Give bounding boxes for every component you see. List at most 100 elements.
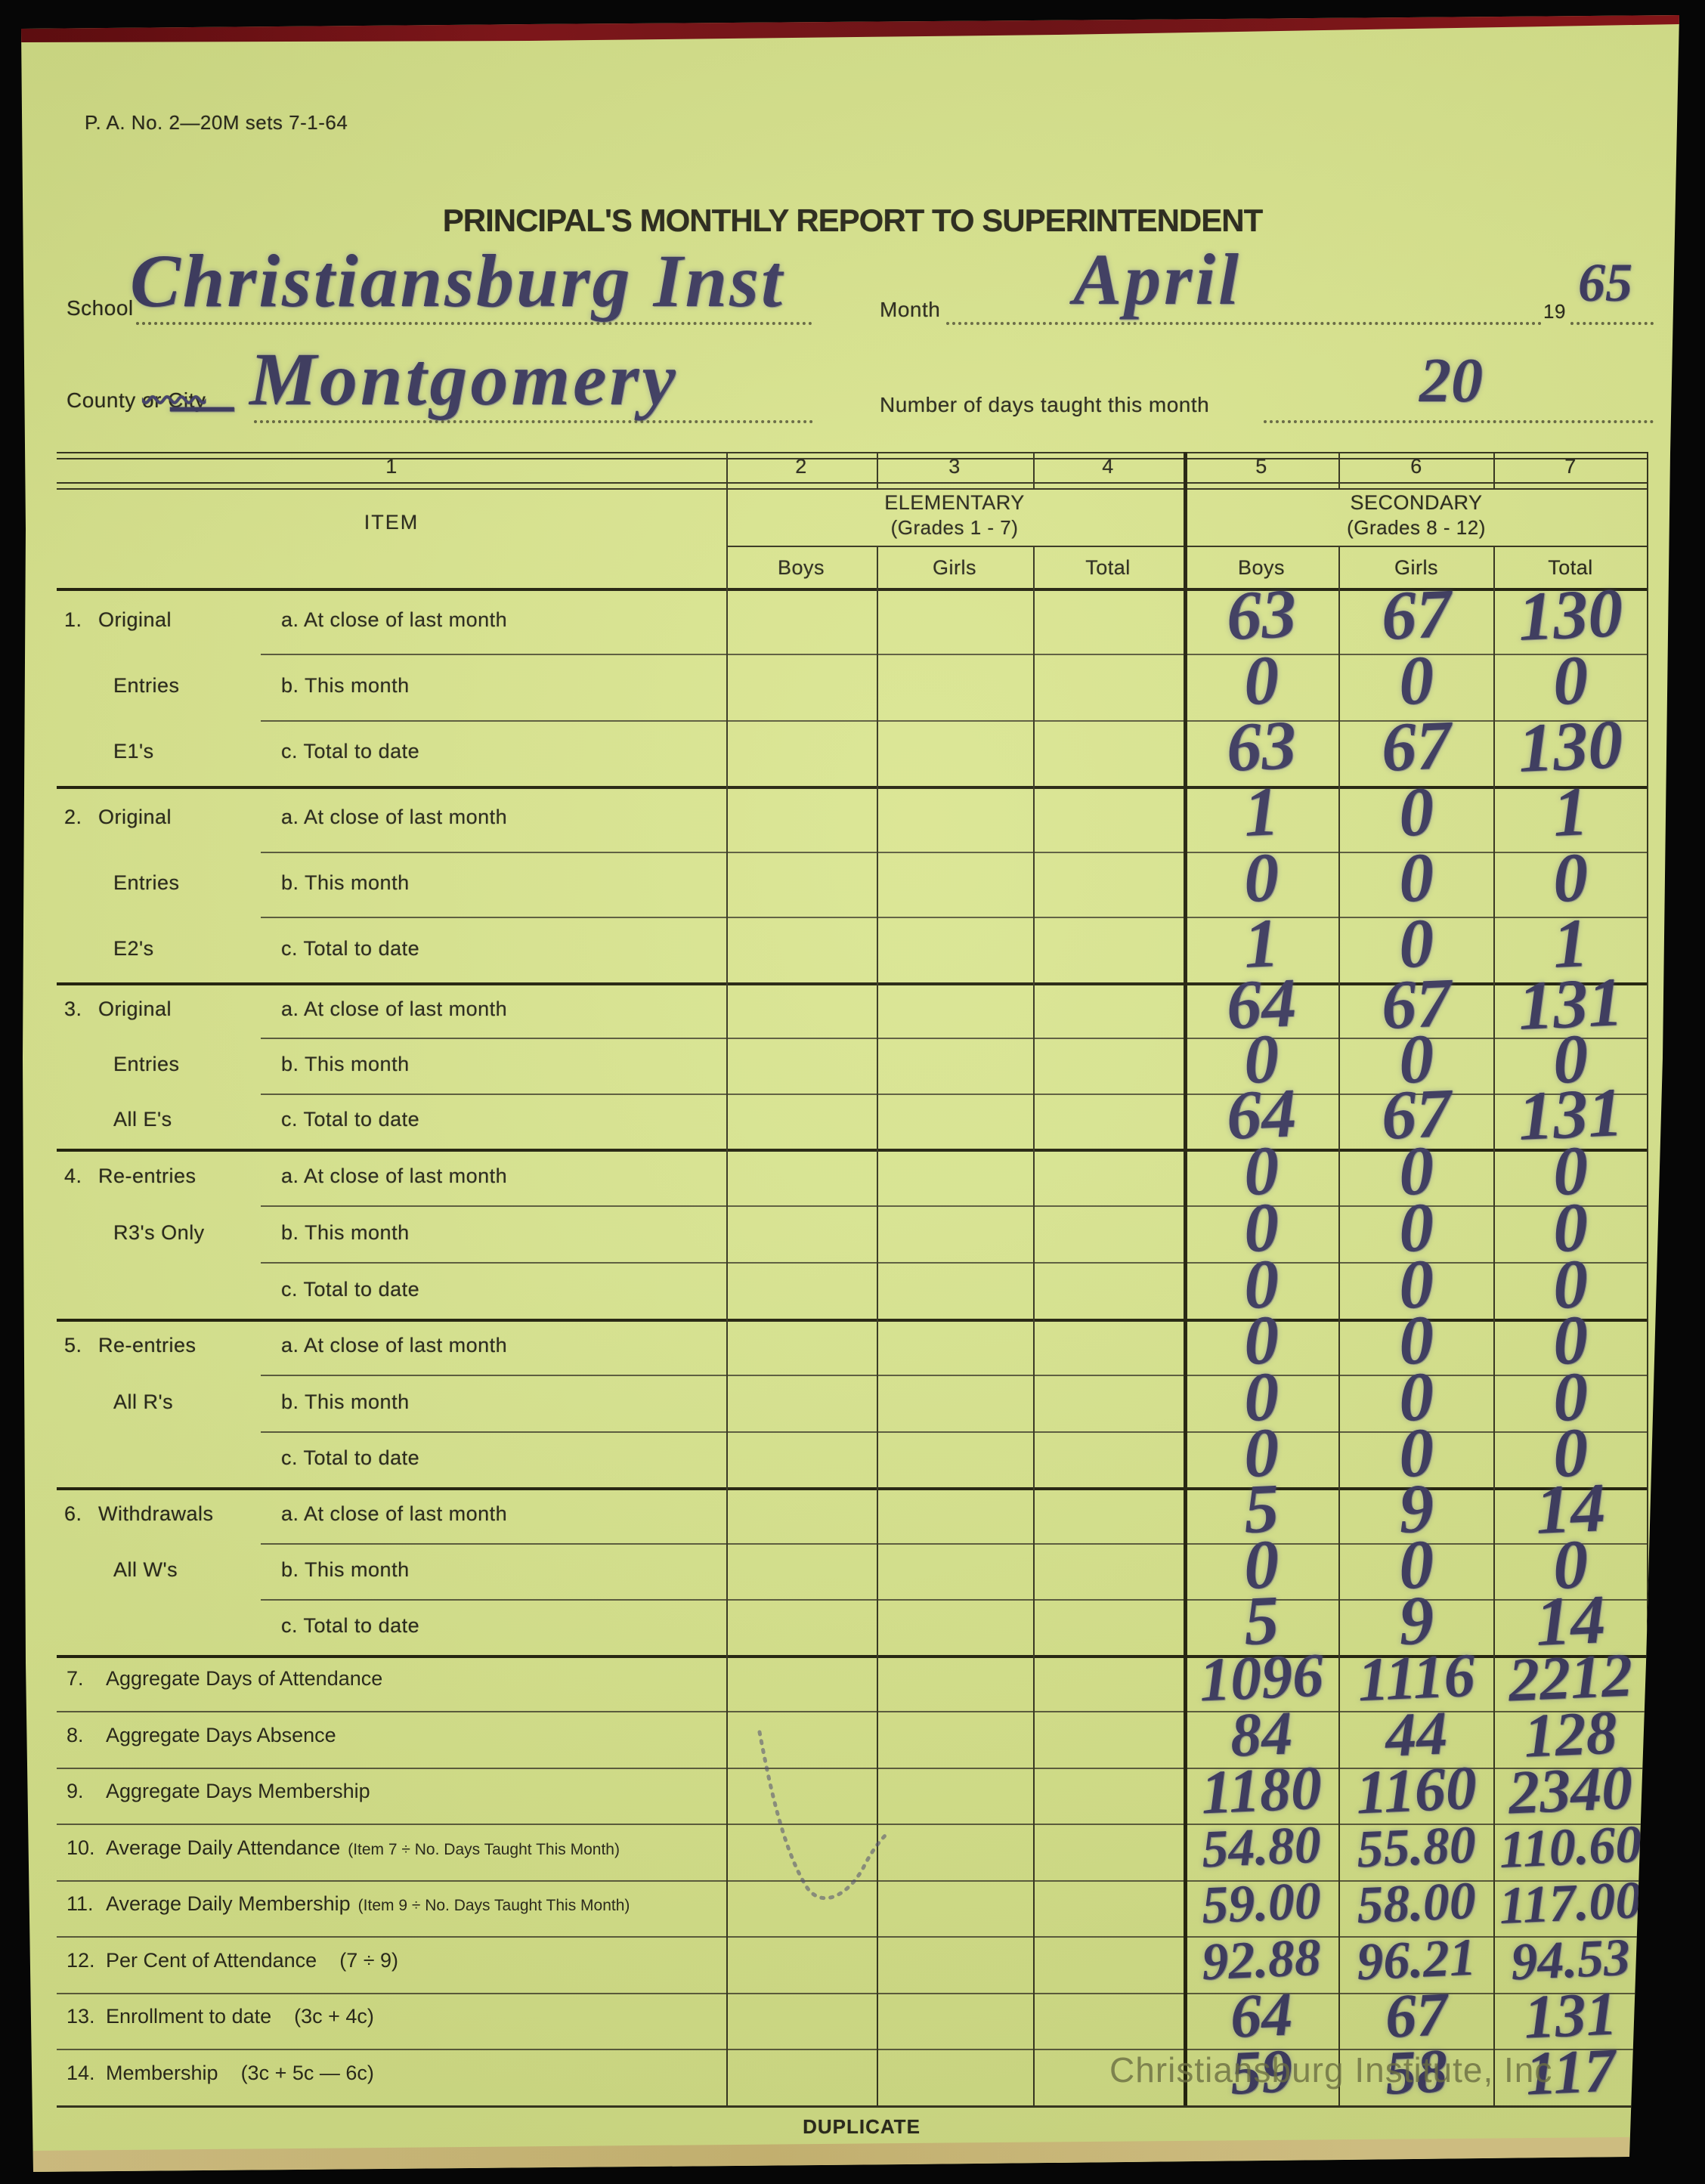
- group2-row-label-a: a. At close of last month: [281, 806, 508, 828]
- summary-separator-1: [57, 1711, 1647, 1712]
- group4-side-label-0: Re-entries: [98, 1165, 196, 1187]
- summary-separator-6: [57, 1993, 1647, 1994]
- summary-label: Aggregate Days Membership: [106, 1780, 370, 1802]
- col-divider-top-3: [1493, 452, 1495, 488]
- group5-row-label-a: a. At close of last month: [281, 1334, 508, 1356]
- group3-number: 3.: [64, 998, 82, 1020]
- school-line: [136, 322, 812, 325]
- county-label-struck: or City: [142, 388, 206, 412]
- subheader-girls-2: Girls: [933, 556, 976, 579]
- col-divider-3: [1493, 546, 1495, 2105]
- group3-side-label-1: Entries: [113, 1053, 180, 1075]
- group2-row-label-b: b. This month: [281, 871, 410, 894]
- summary-paren: (3c + 4c): [294, 2005, 374, 2028]
- group5-line-a: [261, 1375, 1647, 1376]
- group5-number: 5.: [64, 1334, 82, 1356]
- table-rule-bottom: [57, 2105, 1647, 2108]
- group6-separator: [57, 1655, 1647, 1658]
- group1-row-label-a: a. At close of last month: [281, 608, 508, 631]
- col-divider-elem-sec: [1184, 452, 1187, 2105]
- summary-row-8: 8. Aggregate Days Absence: [67, 1724, 336, 1747]
- cell-r10-sec-total: 110.60: [1498, 1814, 1643, 1880]
- group4-side-label-1: R3's Only: [113, 1221, 205, 1244]
- summary-num: 12.: [67, 1949, 95, 1972]
- col-divider-1: [726, 452, 728, 2105]
- col-divider-1: [1033, 546, 1035, 2105]
- subheader-boys-1: Boys: [777, 556, 825, 579]
- col-divider-0: [877, 546, 878, 2105]
- table-rule-top-3: [57, 488, 1647, 490]
- page-title: PRINCIPAL'S MONTHLY REPORT TO SUPERINTEN…: [442, 203, 1264, 238]
- group5-side-label-0: Re-entries: [98, 1334, 196, 1356]
- group2-line-a: [261, 852, 1647, 853]
- secondary-header: SECONDARY: [1350, 491, 1483, 514]
- summary-row-12: 12. Per Cent of Attendance (7 ÷ 9): [67, 1949, 398, 1972]
- summary-separator-5: [57, 1936, 1647, 1938]
- group1-line-a: [261, 654, 1647, 655]
- group5-row-label-c: c. Total to date: [281, 1446, 420, 1469]
- group6-row-label-c: c. Total to date: [281, 1614, 420, 1637]
- days-value: 20: [1419, 345, 1483, 416]
- group2-line-b: [261, 917, 1647, 918]
- days-line: [1264, 420, 1654, 423]
- year-value: 65: [1578, 252, 1632, 313]
- table-rule-top-1: [57, 458, 1647, 459]
- table-rule-header-bottom: [57, 588, 1647, 591]
- summary-num: 8.: [67, 1724, 84, 1746]
- summary-row-9: 9. Aggregate Days Membership: [67, 1780, 370, 1803]
- group1-line-b: [261, 720, 1647, 722]
- group1-side-label-1: Entries: [113, 674, 180, 697]
- table-rule-top-2: [57, 482, 1647, 484]
- summary-separator-7: [57, 2049, 1647, 2050]
- group3-line-b: [261, 1094, 1647, 1095]
- year-prefix: 19: [1543, 300, 1566, 323]
- group5-side-label-1: All R's: [113, 1391, 174, 1413]
- summary-paren: (Item 9 ÷ No. Days Taught This Month): [357, 1897, 630, 1914]
- group1-row-label-c: c. Total to date: [281, 740, 420, 763]
- group4-line-b: [261, 1262, 1647, 1264]
- group3-row-label-a: a. At close of last month: [281, 998, 508, 1020]
- group6-side-label-1: All W's: [113, 1558, 178, 1581]
- summary-row-13: 13. Enrollment to date (3c + 4c): [67, 2005, 374, 2028]
- group4-row-label-c: c. Total to date: [281, 1278, 420, 1301]
- summary-num: 11.: [67, 1892, 94, 1915]
- subheader-boys-4: Boys: [1237, 556, 1286, 579]
- column-number-5: 5: [1255, 455, 1267, 478]
- form-number: P. A. No. 2—20M sets 7-1-64: [85, 111, 348, 134]
- column-number-2: 2: [795, 455, 807, 478]
- group5-separator: [57, 1487, 1647, 1490]
- group3-side-label-2: All E's: [113, 1108, 172, 1131]
- county-label: County or City: [67, 388, 206, 413]
- group2-side-label-1: Entries: [113, 871, 180, 894]
- school-value: Christiansburg Inst: [130, 239, 784, 323]
- group5-line-b: [261, 1431, 1647, 1433]
- year-line: [1570, 322, 1654, 325]
- group2-number: 2.: [64, 806, 82, 828]
- cell-r11-sec-total: 117.00: [1498, 1870, 1643, 1936]
- days-label: Number of days taught this month: [880, 393, 1210, 416]
- group6-number: 6.: [64, 1502, 82, 1525]
- group2-separator: [57, 982, 1647, 985]
- group4-row-label-b: b. This month: [281, 1221, 410, 1244]
- subheader-total-3: Total: [1085, 556, 1131, 579]
- column-number-1: 1: [385, 455, 398, 478]
- summary-label: Enrollment to date: [106, 2005, 272, 2028]
- col-divider-top-2: [1338, 452, 1340, 488]
- summary-label: Per Cent of Attendance: [106, 1949, 317, 1972]
- elementary-sub: (Grades 1 - 7): [890, 516, 1019, 539]
- column-number-4: 4: [1102, 455, 1114, 478]
- group3-separator: [57, 1149, 1647, 1152]
- summary-label: Aggregate Days Absence: [106, 1724, 336, 1746]
- summary-num: 14.: [67, 2062, 95, 2084]
- group1-number: 1.: [64, 608, 82, 631]
- summary-row-10: 10. Average Daily Attendance (Item 7 ÷ No.…: [67, 1836, 620, 1860]
- school-label: School: [67, 296, 134, 320]
- group6-line-a: [261, 1543, 1647, 1545]
- county-line: [254, 420, 813, 423]
- summary-paren: (Item 7 ÷ No. Days Taught This Month): [348, 1841, 620, 1858]
- summary-row-7: 7. Aggregate Days of Attendance: [67, 1667, 382, 1691]
- summary-paren: (3c + 5c — 6c): [240, 2062, 374, 2084]
- month-label: Month: [880, 298, 941, 321]
